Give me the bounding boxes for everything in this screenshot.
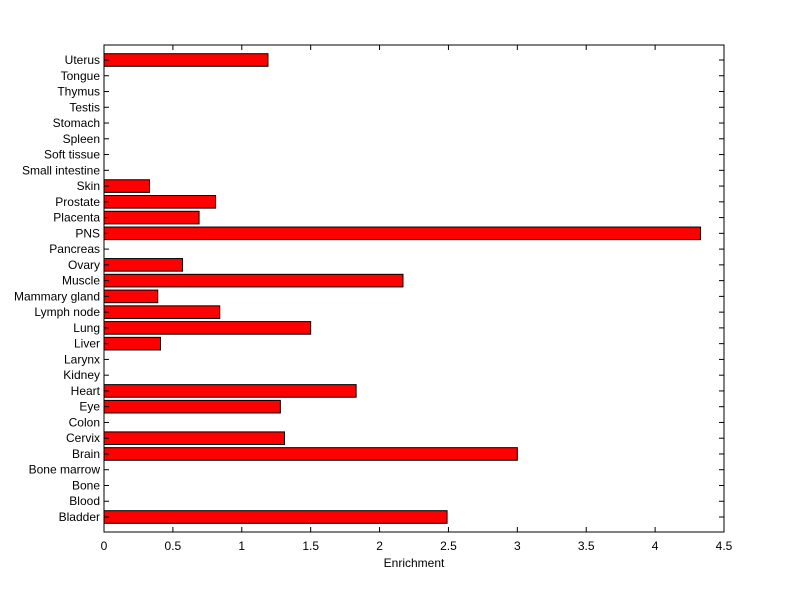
y-tick-label: Uterus <box>65 53 100 67</box>
bar-11 <box>103 336 161 351</box>
y-tick-label: Cervix <box>66 431 100 445</box>
x-tick-label: 3.5 <box>578 539 595 553</box>
y-tick-label: Skin <box>77 179 100 193</box>
y-tick-label: Brain <box>72 447 100 461</box>
x-tick-label: 0.5 <box>165 539 182 553</box>
y-tick-label: Small intestine <box>22 163 100 177</box>
x-ticks-group: 0 0.5 1 1.5 2 2.5 3 3.5 4 4.5 <box>101 45 733 553</box>
y-tick-label: Blood <box>69 494 100 508</box>
y-tick-label: Testis <box>69 100 100 114</box>
bar-20 <box>103 195 217 209</box>
y-tick-label: Lung <box>73 321 100 335</box>
y-tick-label: Soft tissue <box>44 148 100 162</box>
bar-12 <box>103 321 312 335</box>
bar-8 <box>103 384 357 398</box>
x-tick-label: 0 <box>101 539 108 553</box>
y-tick-label: Spleen <box>63 132 100 146</box>
y-tick-label: Lymph node <box>34 305 100 319</box>
bar-15 <box>103 273 404 288</box>
bar-21 <box>103 179 150 193</box>
bar-0 <box>103 510 448 524</box>
y-tick-label: Prostate <box>55 195 100 209</box>
y-tick-label: PNS <box>75 226 100 240</box>
y-tick-label: Bone marrow <box>29 463 101 477</box>
x-tick-label: 1.5 <box>302 539 319 553</box>
y-tick-label: Placenta <box>53 211 100 225</box>
x-tick-label: 2.5 <box>440 539 457 553</box>
bar-13 <box>103 305 221 319</box>
bars-group <box>103 53 702 524</box>
y-tick-label: Tongue <box>61 69 101 83</box>
x-tick-label: 4.5 <box>716 539 733 553</box>
y-tick-label: Ovary <box>68 258 100 272</box>
bar-14 <box>103 289 159 304</box>
y-tick-label: Stomach <box>53 116 100 130</box>
bar-4 <box>103 447 518 461</box>
bar-29 <box>103 53 269 67</box>
bar-5 <box>103 431 285 446</box>
x-tick-label: 1 <box>238 539 245 553</box>
y-tick-label: Heart <box>71 384 101 398</box>
y-tick-label: Muscle <box>62 274 100 288</box>
x-tick-label: 2 <box>376 539 383 553</box>
y-tick-label: Eye <box>79 400 100 414</box>
y-tick-label: Thymus <box>57 85 100 99</box>
x-tick-label: 3 <box>514 539 521 553</box>
y-tick-label: Bone <box>72 478 100 492</box>
x-tick-label: 4 <box>652 539 659 553</box>
y-tick-label: Larynx <box>64 352 100 366</box>
bar-19 <box>103 210 200 225</box>
y-tick-label: Mammary gland <box>14 289 100 303</box>
bar-18 <box>103 226 702 241</box>
bar-7 <box>103 399 281 414</box>
x-axis-title: Enrichment <box>384 556 445 570</box>
bar-16 <box>103 258 184 272</box>
y-tick-label: Pancreas <box>49 242 100 256</box>
y-tick-label: Colon <box>69 415 100 429</box>
y-tick-label: Kidney <box>63 368 100 382</box>
y-tick-label: Bladder <box>59 510 100 524</box>
y-tick-label: Liver <box>74 337 100 351</box>
